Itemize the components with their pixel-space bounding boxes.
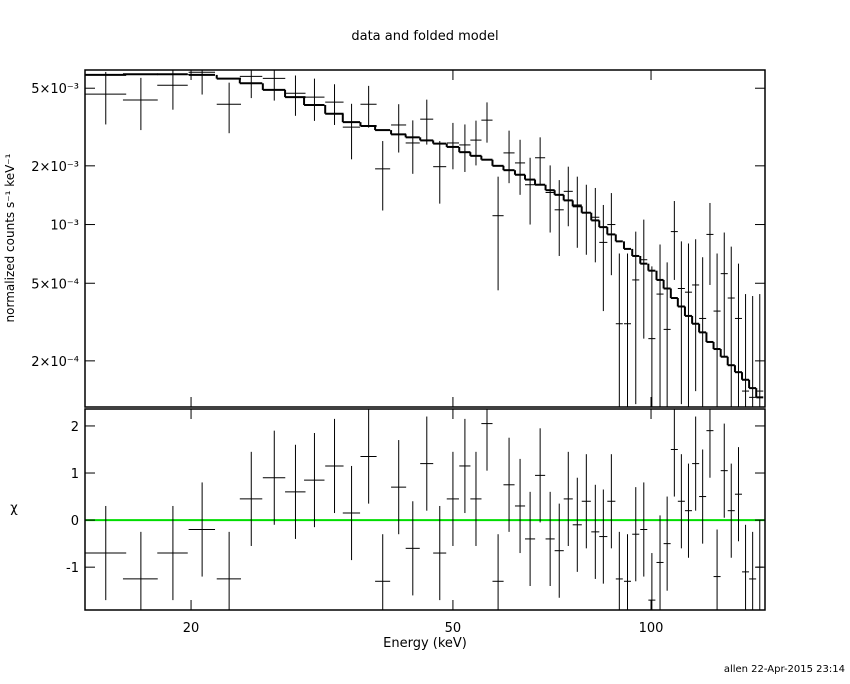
chart-title: data and folded model xyxy=(351,29,498,44)
footer: allen 22-Apr-2015 23:14 xyxy=(724,664,845,675)
x-axis-label: Energy (keV) xyxy=(383,636,467,651)
y-axis-label: χ xyxy=(10,501,18,516)
y-tick-label: -1 xyxy=(66,561,79,576)
y-tick-label: 2 xyxy=(71,420,79,435)
y-tick-label: 1 xyxy=(71,467,79,482)
y-tick-label: 0 xyxy=(71,514,79,529)
y-tick-label: 2×10⁻⁴ xyxy=(31,355,79,370)
plot-frame xyxy=(84,69,766,408)
y-tick-label: 2×10⁻³ xyxy=(31,160,79,175)
y-tick-label: 10⁻³ xyxy=(50,219,79,234)
x-tick-label: 50 xyxy=(445,621,462,636)
plot-frame xyxy=(84,408,766,611)
x-tick-label: 20 xyxy=(183,621,200,636)
plot-area xyxy=(85,409,765,610)
x-tick-label: 100 xyxy=(639,621,664,636)
plot-area xyxy=(85,70,764,407)
y-tick-label: 5×10⁻³ xyxy=(31,82,79,97)
y-axis-label: normalized counts s⁻¹ keV⁻¹ xyxy=(3,153,17,322)
y-tick-label: 5×10⁻⁴ xyxy=(31,277,79,292)
